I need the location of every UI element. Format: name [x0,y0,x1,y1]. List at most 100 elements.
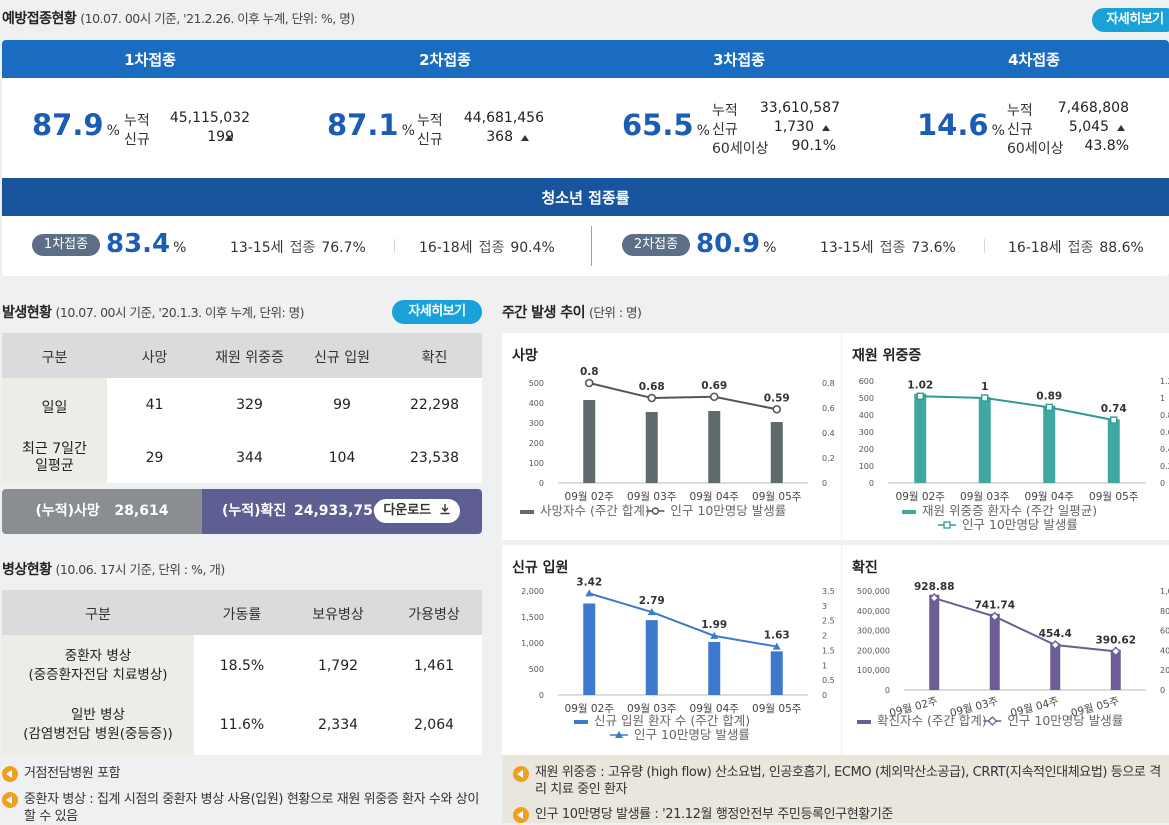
rate-point [710,631,719,639]
dose-4-percent: 14.6% [917,108,1005,142]
bar [929,594,940,690]
y-tick-label: 200 [859,445,874,454]
bar [770,422,783,483]
data-label: 2.79 [639,595,665,607]
dose-1-percent: 87.9% [32,108,120,142]
y-tick-label: 500 [859,394,874,403]
x-tick-label: 09월 02주 [565,703,615,715]
table-cell: 22,298 [410,397,459,413]
beds-title: 병상현황 (10.06. 17시 기준, 단위 : %, 개) [2,562,225,578]
rate-line [589,382,777,411]
increase-triangle-icon [225,135,233,141]
bar [583,400,596,483]
divider [394,239,395,253]
row-label: 일일 [41,400,68,416]
legend-label: 신규 입원 환자 수 (주간 합계) [594,713,750,728]
dose-2-panel: 87.1% 누적 44,681,456 신규 368 [327,96,587,166]
y-tick-label: 0 [869,479,874,488]
data-label: 454.4 [1039,628,1072,640]
y-tick-label: 1,000 [521,639,544,648]
legend-label: 인구 10만명당 발생률 [1007,713,1123,728]
rate-point [989,611,1000,622]
occurrence-table: 구분 사망 재원 위중증 신규 입원 확진 일일 41 329 99 22,29… [2,333,482,483]
y2-tick-label: 0 [822,479,827,488]
teen-second-percent: 80.9% [696,229,777,259]
rate-point [1110,646,1121,657]
occurrence-detail-button[interactable]: 자세히보기 [392,300,482,324]
dose-4-60plus-value: 43.8% [1084,138,1129,154]
dose-4-60plus-label: 60세이상 [1007,141,1064,157]
weekly-title: 주간 발생 추이 (단위 : 명) [502,305,642,321]
table-cell: 104 [328,450,356,466]
divider [984,239,985,253]
beds-note: 중환자 병상 : 집계 시점의 중환자 병상 사용(입원) 현황으로 재원 위중… [24,792,479,824]
y-tick-label: 500 [529,665,544,674]
legend-label: 재원 위중증 환자수 (주간 일평균) [922,503,1097,518]
dose-3-60plus-label: 60세이상 [712,141,769,157]
rate-point [772,642,781,650]
rate-point [1110,416,1118,424]
increase-triangle-icon [1117,125,1125,131]
chart-severe: 재원 위중증 0 100 200 300 400 500 600 0 0.2 0.4 0.6 0.8 1 1… [842,333,1169,540]
x-tick-label: 09월 05주 [752,491,802,503]
legend: 확진자수 (주간 합계) 인구 10만명당 발생률 [857,713,1123,728]
legend-marker [943,521,951,529]
table-cell: 2,064 [413,717,455,733]
bar [1107,419,1120,483]
dose-header-bar: 1차접종 2차접종 3차접종 4차접종 [2,40,1169,78]
chart-title: 확진 [852,560,878,576]
x-tick-label: 09월 03주 [960,491,1010,503]
y2-tick-label: 3.5 [822,587,835,596]
x-tick-label: 09월 04주 [690,703,740,715]
x-tick-label: 09월 04주 [690,491,740,503]
dose-3-percent: 65.5% [622,108,710,142]
weekly-note: 인구 10만명당 발생률 : '21.12월 행정안전부 주민등록인구현황기준 [535,807,893,822]
vaccination-card: 1차접종 2차접종 3차접종 4차접종 87.9% 누적 45,115,032 … [2,40,1169,276]
table-cell: 344 [236,450,263,466]
y-tick-label: 500 [529,379,544,388]
y2-tick-label: 0.2 [1160,462,1169,471]
y-tick-label: 200 [529,439,544,448]
teen-second-16-18: 16-18세 접종 88.6% [1008,240,1144,256]
dose-4-cum-label: 누적 [1007,103,1033,119]
data-label: 741.74 [974,600,1015,612]
dose-2-percent: 87.1% [327,108,415,142]
data-label: 0.69 [701,380,727,392]
dose-1-new-value: 199 [207,129,234,145]
rate-point [1050,640,1061,651]
y2-tick-label: 0.6 [822,404,835,413]
vaccination-detail-button[interactable]: 자세히보기 [1092,8,1169,32]
y-tick-label: 100 [859,462,874,471]
y2-tick-label: 2.5 [822,617,835,626]
dose-1-new-label: 신규 [124,132,150,148]
weekly-note: 재원 위중증 : 고유량 (high flow) 산소요법, 인공호흡기, EC… [535,765,1161,797]
bar [645,412,658,483]
chart-title: 재원 위중증 [852,348,922,364]
data-label: 1 [981,381,988,393]
increase-triangle-icon [822,125,830,131]
cum-conf-value: 24,933,756 [294,503,383,519]
chart-hospitalized: 신규 입원 0 500 1,000 1,500 2,000 0 0.5 1 1.5 2 2.5 3 3.5… [502,545,841,755]
rate-point [584,378,594,388]
y-tick-label: 400 [529,399,544,408]
y2-tick-label: 1,000 [1160,587,1169,596]
rate-line [588,592,777,648]
legend-label: 인구 10만명당 발생률 [670,503,786,518]
col-header: 가용병상 [408,607,460,623]
dose-3-panel: 65.5% 누적 33,610,587 신규 1,730 60세이상 90.1% [622,96,892,166]
rate-point [981,394,989,402]
teen-header-bar: 청소년 접종률 [2,178,1169,216]
dose-4-new-value: 5,045 [1068,119,1109,135]
legend-marker [615,731,623,738]
data-label: 390.62 [1095,634,1136,646]
download-button[interactable]: 다운로드 [374,499,460,523]
y2-tick-label: 0 [822,691,827,700]
x-tick-label: 09월 05주 [752,703,802,715]
y-tick-label: 200,000 [857,646,890,655]
col-header: 신규 입원 [314,350,370,366]
data-label: 0.8 [580,366,599,378]
dose-1-cum-value: 45,115,032 [169,110,250,126]
table-cell: 1,792 [317,658,359,674]
legend-bar-swatch [574,720,588,724]
data-label: 928.88 [914,581,955,593]
